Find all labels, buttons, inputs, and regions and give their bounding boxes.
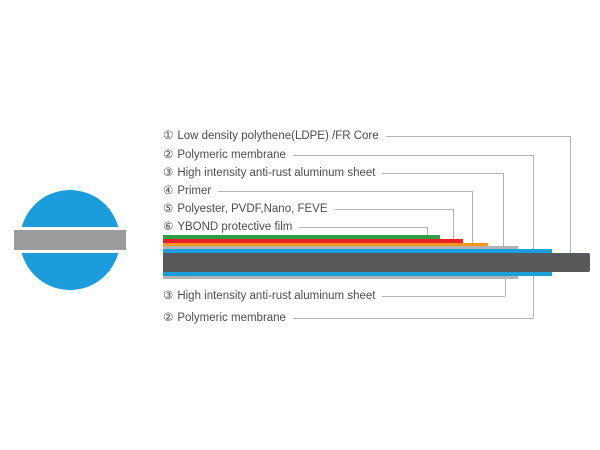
callout-text: High intensity anti-rust aluminum sheet [177,290,376,302]
leader-vertical-aluminum-top [503,173,504,246]
callout-text: YBOND protective film [177,221,293,233]
leader-vertical-ybond [427,227,428,235]
callout-index: ② [163,149,174,161]
callout-text: Low density polythene(LDPE) /FR Core [177,130,379,142]
callout-polymeric-membrane-top: ② Polymeric membrane [163,147,533,163]
layer-polymeric-membrane-top [163,249,552,253]
leader-line [334,208,453,210]
callout-index: ① [163,130,174,142]
layer-aluminum-sheet-top [163,246,518,249]
callout-core: ① Low density polythene(LDPE) /FR Core [163,128,570,144]
callout-index: ④ [163,185,174,197]
callout-text: High intensity anti-rust aluminum sheet [177,167,376,179]
layer-aluminum-sheet-bottom [163,276,518,279]
callout-text: Polymeric membrane [177,149,286,161]
leader-vertical-core [570,136,571,253]
leader-line [218,190,472,192]
leader-line [382,172,503,174]
callout-index: ⑥ [163,221,174,233]
callout-index: ⑤ [163,203,174,215]
layer-polyester-pvdf-coating [163,239,463,243]
callout-index: ③ [163,290,174,302]
leader-line [299,226,427,228]
callout-text: Primer [177,185,212,197]
leader-vertical-primer [472,191,473,243]
callout-text: Polymeric membrane [177,312,286,324]
callout-index: ② [163,312,174,324]
callout-polymeric-membrane-bottom: ② Polymeric membrane [163,310,533,326]
leader-vertical-aluminum-bottom [505,279,506,296]
leader-line [292,317,533,319]
panel-cross-section-band-icon [14,227,126,253]
layer-primer [163,243,488,246]
leader-line [382,295,505,297]
leader-vertical-polyester [453,209,454,239]
callout-aluminum-sheet-bottom: ③ High intensity anti-rust aluminum shee… [163,288,505,304]
leader-vertical-membrane-top [533,155,534,249]
callout-index: ③ [163,167,174,179]
layer-ldpe-fr-core [163,253,590,272]
callout-ybond-film: ⑥ YBOND protective film [163,219,427,235]
callout-aluminum-sheet-top: ③ High intensity anti-rust aluminum shee… [163,165,503,181]
leader-line [292,154,533,156]
leader-vertical-membrane-bottom [533,276,534,318]
callout-primer: ④ Primer [163,183,472,199]
layer-polymeric-membrane-bottom [163,272,552,276]
leader-line [385,135,570,137]
callout-text: Polyester, PVDF,Nano, FEVE [177,203,328,215]
callout-polyester-coating: ⑤ Polyester, PVDF,Nano, FEVE [163,201,453,217]
layer-ybond-protective-film [163,235,440,239]
